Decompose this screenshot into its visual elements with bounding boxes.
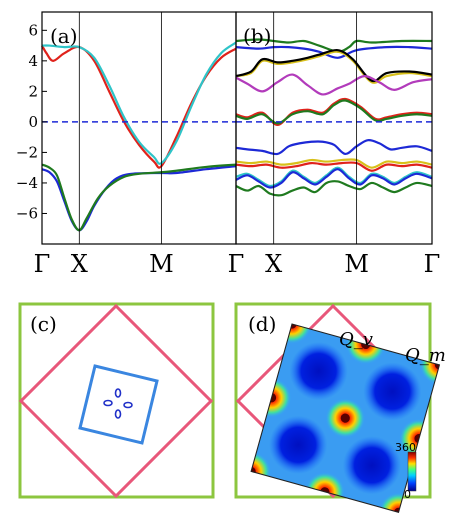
colorbar xyxy=(407,451,417,492)
band-line-green xyxy=(235,180,433,197)
x-tick-label: Γ xyxy=(424,250,441,278)
panel-c-inner-zone xyxy=(78,364,159,445)
y-tick-label: −6 xyxy=(16,204,38,222)
panel-a-y-ticks: 6 4 2 0 −2 −4 −6 xyxy=(16,21,47,222)
band-line-yellow xyxy=(235,50,433,84)
band-line-blue xyxy=(235,45,433,59)
colorbar-max-label: 360 xyxy=(395,441,416,454)
y-tick-label: 2 xyxy=(28,82,38,100)
panel-a-label: (a) xyxy=(50,24,78,48)
panel-c-diamond-zone xyxy=(18,303,214,499)
map-low-region xyxy=(363,362,422,421)
x-tick-label: Γ xyxy=(228,250,245,278)
panel-d-label: (d) xyxy=(248,312,276,336)
fermi-pocket xyxy=(114,409,122,419)
band-line-red xyxy=(235,161,433,172)
band-line-magenta xyxy=(235,73,433,96)
panel-c-label: (c) xyxy=(30,312,57,336)
panel-b-label: (b) xyxy=(243,24,271,48)
band-line-blue xyxy=(235,168,433,189)
x-tick-label: M xyxy=(149,250,174,278)
map-low-region xyxy=(269,415,328,474)
q-v-label: Q_v xyxy=(339,329,373,350)
colorbar-min-label: 0 xyxy=(404,488,411,501)
panel-c-fermi-pockets xyxy=(103,388,133,419)
x-tick-label: M xyxy=(344,250,369,278)
y-tick-label: −4 xyxy=(16,174,38,192)
y-tick-label: 4 xyxy=(28,52,38,70)
band-line-cyan xyxy=(235,166,433,188)
map-low-region xyxy=(342,436,401,495)
map-peak-core xyxy=(340,413,350,423)
panel-b: X M Γ (b) xyxy=(235,11,440,278)
y-tick-label: 0 xyxy=(28,113,38,131)
band-line-green xyxy=(235,99,433,125)
x-tick-label: X xyxy=(71,250,88,278)
q-m-label: Q_m xyxy=(405,345,446,366)
band-line-black xyxy=(235,48,433,83)
y-tick-label: −2 xyxy=(16,143,38,161)
map-minima xyxy=(269,342,422,495)
panel-b-series xyxy=(235,38,433,197)
band-line-cyan xyxy=(41,41,237,165)
y-tick-label: 6 xyxy=(28,21,38,39)
fermi-pocket xyxy=(123,401,133,409)
panel-b-frame xyxy=(235,11,433,245)
panel-c: (c) xyxy=(18,302,215,499)
band-line-green xyxy=(235,38,433,53)
x-tick-label: Γ xyxy=(34,250,51,278)
band-line-green xyxy=(41,163,237,232)
band-line-yellow xyxy=(235,158,433,169)
x-tick-label: X xyxy=(265,250,282,278)
map-low-region xyxy=(289,342,348,401)
panel-a-series xyxy=(41,41,237,232)
fermi-pocket xyxy=(103,399,113,407)
fermi-pocket xyxy=(114,388,122,398)
